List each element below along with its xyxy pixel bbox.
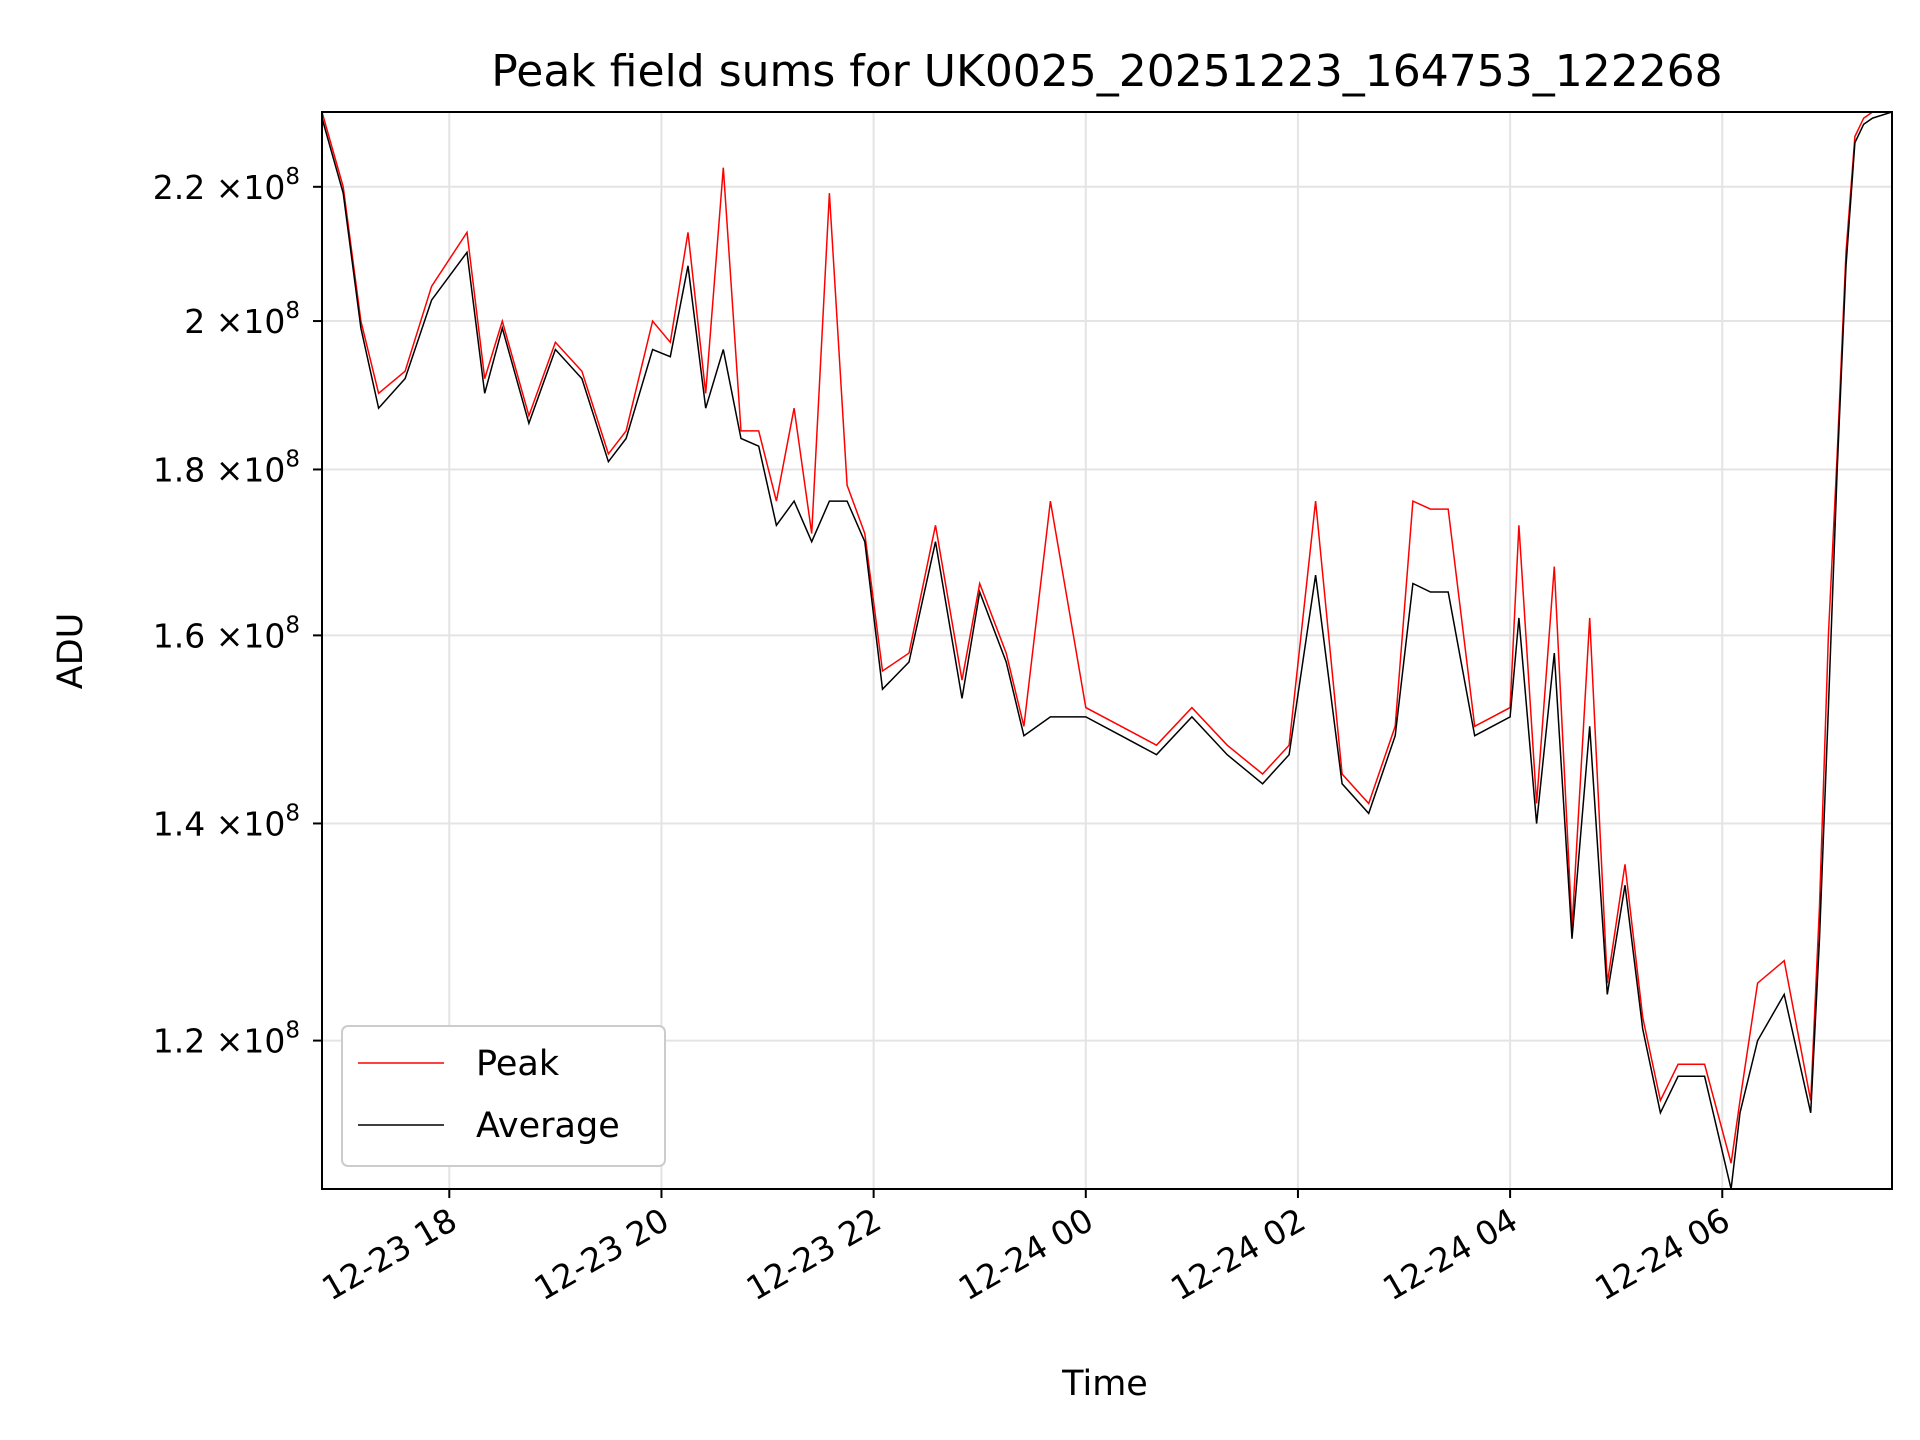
y-axis-label: ADU: [51, 613, 91, 690]
legend-label-peak: Peak: [476, 1044, 560, 1084]
y-tick-label: 1.8 ×108: [153, 446, 300, 489]
y-tick-label: 2.2 ×108: [153, 164, 300, 207]
y-tick-label: 2 ×108: [184, 298, 300, 341]
legend: Peak Average: [341, 1025, 666, 1167]
legend-box: [341, 1025, 666, 1167]
y-tick-label: 1.6 ×108: [153, 612, 300, 655]
y-axis: 1.2 ×108 1.4 ×108 1.6 ×108 1.8 ×108 2 ×108 2.…: [153, 164, 322, 1061]
legend-label-average: Average: [476, 1106, 620, 1146]
chart-title: Peak field sums for UK0025_20251223_1647…: [491, 46, 1722, 97]
series-line-average: [322, 112, 1892, 1189]
plot-frame: [321, 111, 1893, 1190]
x-axis-label: Time: [1061, 1364, 1148, 1404]
y-tick-label: 1.4 ×108: [153, 800, 300, 843]
series-line-peak: [322, 112, 1892, 1164]
y-tick-label: 1.2 ×108: [153, 1018, 300, 1061]
grid-lines: [322, 112, 1892, 1189]
